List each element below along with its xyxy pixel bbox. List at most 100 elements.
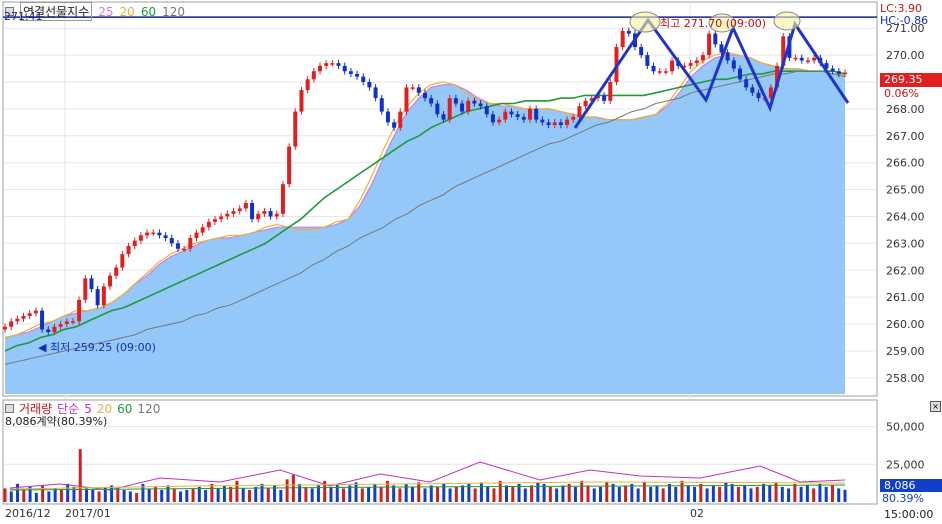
- volume-close-icon[interactable]: ×: [930, 401, 941, 412]
- volume-bar: [511, 486, 515, 502]
- candle-body: [657, 71, 662, 73]
- volume-bar: [342, 488, 346, 502]
- candle-body: [509, 111, 514, 115]
- candle-body: [64, 321, 69, 325]
- volume-bar: [586, 485, 590, 502]
- candle-body: [231, 211, 236, 214]
- volume-bar: [122, 489, 126, 502]
- volume-bar: [204, 489, 208, 502]
- candle-body: [639, 47, 644, 56]
- candle-body: [250, 203, 255, 220]
- candle-body: [756, 92, 761, 99]
- volume-bar: [348, 485, 352, 502]
- ma60-line: [4, 70, 846, 352]
- volume-bar: [166, 485, 170, 502]
- candle-body: [423, 92, 427, 99]
- candle-body: [237, 208, 242, 212]
- candle-body: [447, 98, 452, 120]
- candle-body: [595, 95, 600, 99]
- volume-bar: [523, 488, 527, 502]
- volume-bar: [34, 492, 38, 502]
- volume-title[interactable]: 거래량: [19, 402, 53, 416]
- volume-bar: [210, 483, 214, 502]
- candle-body: [213, 219, 217, 222]
- candle-body: [70, 321, 75, 323]
- volume-bar: [147, 488, 151, 502]
- candle-body: [89, 278, 94, 290]
- vol-collapse-icon[interactable]: [5, 404, 14, 413]
- candle-body: [410, 87, 415, 89]
- volume-bar: [128, 491, 132, 502]
- volume-bar: [442, 483, 446, 502]
- candle-body: [46, 329, 51, 333]
- volume-value: 8,086계약(80.39%): [5, 415, 108, 428]
- price-tick-label: 265.00: [886, 184, 925, 197]
- volume-bar: [486, 486, 490, 502]
- candle-body: [775, 65, 780, 88]
- volume-bar: [436, 486, 440, 502]
- price-tick-label: 259.00: [886, 345, 925, 358]
- volume-bar: [72, 486, 76, 502]
- high-circle-3: [773, 11, 801, 31]
- volume-bar: [636, 488, 640, 502]
- collapse-icon[interactable]: [5, 7, 14, 16]
- candle-body: [744, 79, 749, 88]
- volume-bar: [110, 485, 114, 502]
- candle-body: [274, 213, 279, 217]
- price-tick-label: 260.00: [886, 318, 925, 331]
- price-tick-label: 264.00: [886, 210, 925, 223]
- volume-legend: 거래량 단순 5 20 60 120: [5, 400, 160, 417]
- volume-bar: [655, 485, 659, 502]
- volume-bar: [3, 488, 7, 502]
- x-tick-label: 02: [690, 507, 704, 520]
- candle-body: [182, 248, 187, 251]
- candle-body: [206, 221, 211, 228]
- volume-bar: [498, 480, 502, 502]
- candle-body: [318, 65, 322, 72]
- volume-bar: [172, 488, 176, 502]
- ma60-label: 60: [140, 4, 157, 19]
- volume-bar: [479, 482, 483, 502]
- vol-ma60-line: [9, 484, 846, 491]
- candle-body: [3, 326, 7, 330]
- vol-ma20-label: 20: [96, 401, 113, 416]
- price-tick-label: 270.00: [886, 49, 925, 62]
- volume-bar: [78, 449, 82, 502]
- candle-body: [738, 68, 742, 80]
- volume-bar: [22, 489, 26, 502]
- volume-bar: [179, 491, 183, 502]
- volume-sub: 단순: [57, 402, 80, 416]
- candle-body: [15, 318, 20, 322]
- volume-bar: [298, 483, 302, 502]
- ma120-label: 120: [162, 4, 185, 19]
- candle-body: [299, 90, 304, 112]
- volume-bar: [473, 488, 477, 502]
- candle-body: [114, 267, 119, 276]
- volume-bar: [16, 483, 20, 502]
- volume-bar: [818, 483, 822, 502]
- volume-bar: [661, 488, 665, 502]
- volume-bar: [191, 488, 195, 502]
- candle-body: [52, 326, 57, 333]
- candle-body: [225, 213, 230, 217]
- candle-body: [528, 108, 532, 120]
- candle-body: [812, 57, 817, 61]
- candle-body: [830, 68, 835, 72]
- volume-bar: [84, 488, 88, 502]
- volume-bar: [718, 486, 722, 502]
- candle-body: [558, 122, 563, 126]
- price-tick-label: 263.00: [886, 237, 925, 250]
- x-tick-label: 2016/12: [5, 507, 51, 520]
- candle-body: [521, 116, 526, 120]
- low-annotation-text: 최저 259.25 (09:00): [49, 341, 156, 354]
- candle-body: [120, 254, 125, 268]
- volume-bar: [229, 486, 233, 502]
- candle-body: [40, 310, 45, 330]
- candle-body: [719, 44, 724, 53]
- candle-body: [682, 65, 687, 68]
- volume-bar: [216, 488, 220, 502]
- volume-bar: [9, 491, 13, 502]
- candle-body: [169, 238, 174, 244]
- indicator-title[interactable]: 연결선물지수: [20, 2, 93, 21]
- volume-bar: [28, 486, 32, 502]
